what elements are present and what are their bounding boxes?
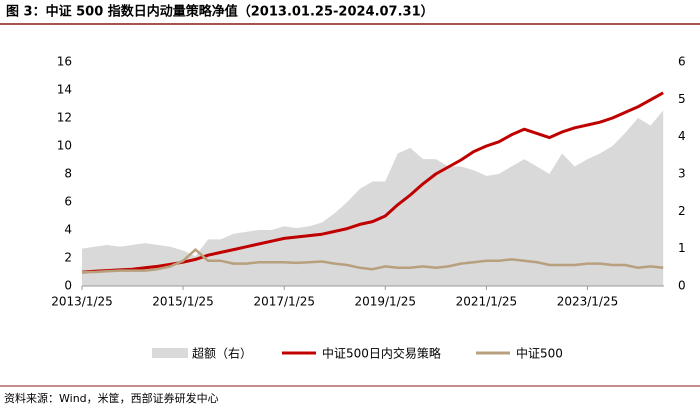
legend-swatch (152, 348, 188, 358)
y2-tick-label: 1 (678, 241, 686, 255)
x-tick-label: 2015/1/25 (152, 295, 214, 309)
y2-tick-label: 2 (678, 204, 686, 218)
y-tick-label: 12 (57, 111, 72, 125)
y-tick-label: 16 (57, 55, 72, 69)
y2-tick-label: 6 (678, 55, 686, 69)
legend-label: 中证500 (516, 346, 563, 361)
area (82, 110, 664, 287)
y-tick-label: 8 (64, 167, 72, 181)
legend-label: 超额（右） (192, 346, 252, 361)
y2-tick-label: 3 (678, 167, 686, 181)
y-tick-label: 6 (64, 195, 72, 209)
chart-title: 图 3：中证 500 指数日内动量策略净值（2013.01.25-2024.07… (6, 4, 434, 20)
y-tick-label: 10 (57, 139, 72, 153)
y-tick-label: 0 (64, 279, 72, 293)
line (82, 248, 664, 274)
y-tick-label: 2 (64, 251, 72, 265)
y2-tick-label: 4 (678, 129, 686, 143)
y2-tick-label: 5 (678, 92, 686, 106)
x-tick-label: 2013/1/25 (51, 295, 113, 309)
x-tick-label: 2023/1/25 (557, 295, 619, 309)
x-tick-label: 2021/1/25 (456, 295, 518, 309)
y-tick-label: 4 (64, 223, 72, 237)
x-tick-label: 2017/1/25 (253, 295, 315, 309)
y-tick-label: 14 (57, 83, 72, 97)
x-tick-label: 2019/1/25 (354, 295, 416, 309)
y2-tick-label: 0 (678, 279, 686, 293)
source-note: 资料来源：Wind，米筐，西部证券研发中心 (4, 391, 219, 405)
legend-label: 中证500日内交易策略 (322, 346, 441, 361)
